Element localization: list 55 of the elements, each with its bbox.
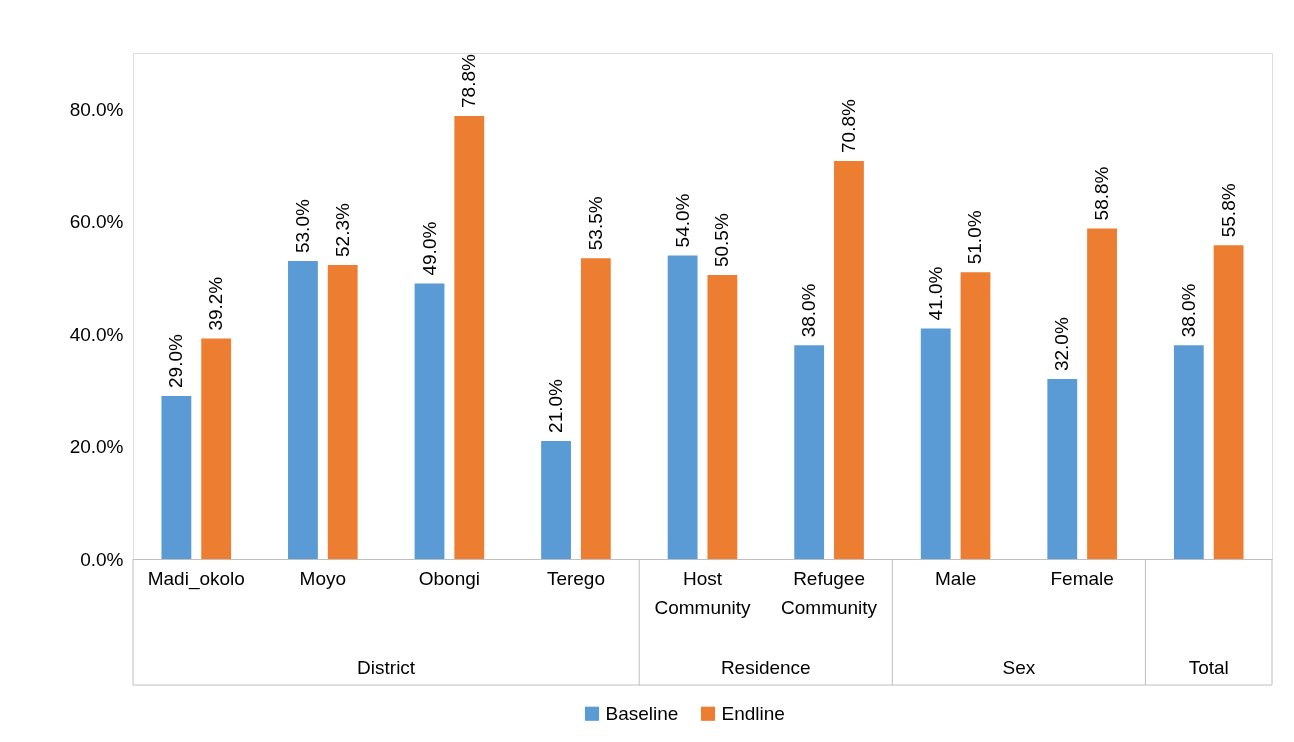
x-tick-label: Female [1050,567,1114,589]
y-tick-label: 80.0% [69,98,124,120]
text: Residence [720,657,811,678]
x-tick-label: Terego [546,567,605,589]
y-tick-label: 60.0% [69,211,124,233]
legend-label: Baseline [605,702,679,724]
data-label: 70.8% [837,98,859,153]
y-tick-label: 0.0% [80,548,124,570]
bar [288,261,318,559]
bar [794,345,825,559]
text: Total [1188,657,1229,678]
data-label: 39.2% [205,276,227,331]
bar [1173,345,1204,559]
data-label: 78.8% [458,53,480,108]
x-tick-label: Moyo [299,567,347,589]
data-label: 55.8% [1217,183,1239,238]
data-label: 51.0% [964,210,986,265]
bar [580,258,611,559]
bar [667,255,698,559]
data-label: 53.5% [584,196,606,251]
bar [707,275,738,559]
data-label: 41.0% [924,266,946,321]
bar [1087,228,1117,559]
bar [541,440,571,559]
x-tick-label: Madi_okolo [147,567,245,590]
x-tick-label: Male [935,567,977,589]
legend-label: Endline [721,702,785,724]
data-label: 54.0% [671,193,693,248]
data-label: 29.0% [165,333,187,388]
data-label: 49.0% [418,221,440,276]
bar [161,395,192,559]
data-label: 21.0% [545,378,567,433]
data-label: 52.3% [331,202,353,257]
bar [1213,245,1244,559]
bar [960,272,991,559]
bar [414,283,445,559]
data-label: 58.8% [1091,166,1113,221]
y-tick-label: 40.0% [69,323,124,345]
y-tick-label: 20.0% [69,436,124,458]
bar [1047,379,1078,559]
data-label: 32.0% [1051,317,1073,372]
text: District [357,657,416,678]
data-label: 50.5% [711,213,733,268]
bar [201,338,232,559]
bar [327,264,358,559]
text: Sex [1002,657,1036,678]
x-tick-label: Obongi [418,567,481,589]
bar [834,160,864,559]
bar [920,328,951,559]
data-label: 53.0% [291,199,313,254]
data-label: 38.0% [1177,283,1199,338]
x-tick-label: Refugee Community [781,567,878,618]
x-tick-label: Host Community [654,567,752,618]
bar [454,115,485,559]
data-label: 38.0% [798,283,820,338]
